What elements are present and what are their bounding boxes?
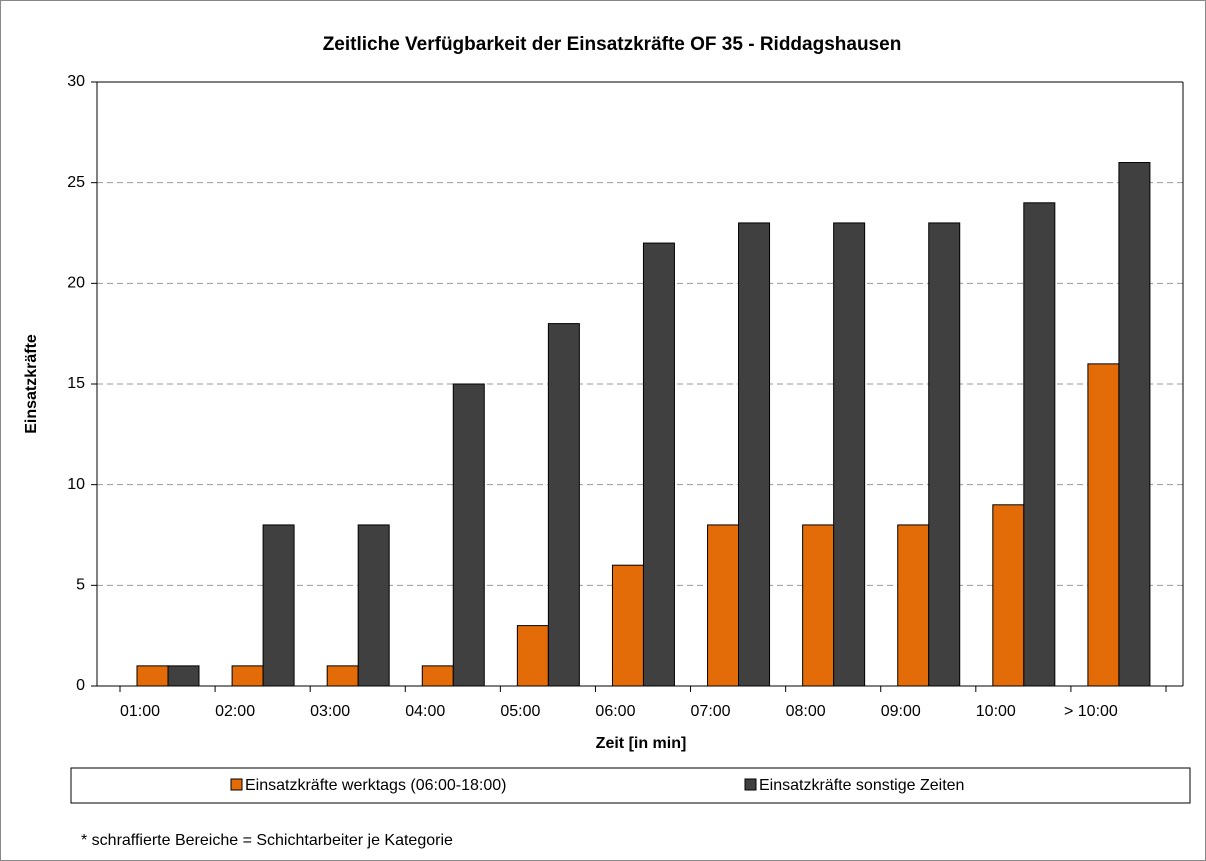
x-tick-label: 04:00: [405, 703, 445, 720]
x-tick-label: > 10:00: [1064, 703, 1118, 720]
bar: [452, 383, 485, 687]
chart-title: Zeitliche Verfügbarkeit der Einsatzkräft…: [323, 34, 902, 55]
bar: [738, 222, 771, 687]
x-tick-label: 07:00: [691, 703, 731, 720]
y-tick-label: 10: [67, 476, 85, 493]
x-tick-label: 02:00: [215, 703, 255, 720]
x-tick-label: 06:00: [595, 703, 635, 720]
bar: [802, 524, 835, 687]
bar: [262, 524, 295, 687]
x-tick-label: 10:00: [976, 703, 1016, 720]
bar: [642, 242, 675, 687]
y-tick-label: 5: [76, 577, 85, 594]
x-axis-label: Zeit [in min]: [596, 735, 687, 752]
y-tick-label: 20: [67, 275, 85, 292]
bar: [992, 504, 1025, 687]
bar: [421, 665, 454, 687]
bar: [326, 665, 359, 687]
bar: [516, 625, 549, 687]
bar: [231, 665, 264, 687]
x-tick-label: 09:00: [881, 703, 921, 720]
legend-label: Einsatzkräfte werktags (06:00-18:00): [245, 777, 506, 794]
y-tick-label: 30: [67, 73, 85, 90]
legend-box: [70, 767, 1191, 804]
y-tick-label: 0: [76, 677, 85, 694]
x-tick-label: 05:00: [500, 703, 540, 720]
bar: [547, 323, 580, 687]
bar: [833, 222, 866, 687]
legend-swatch: [744, 778, 757, 791]
x-tick-label: 03:00: [310, 703, 350, 720]
y-tick-label: 15: [67, 375, 85, 392]
legend-swatch: [230, 778, 243, 791]
footnote: * schraffierte Bereiche = Schichtarbeite…: [81, 832, 453, 849]
x-tick-label: 01:00: [120, 703, 160, 720]
bar: [897, 524, 930, 687]
y-axis-label: Einsatzkräfte: [23, 334, 40, 434]
bar: [928, 222, 961, 687]
bar: [167, 665, 200, 687]
x-tick-label: 08:00: [786, 703, 826, 720]
bar: [1023, 202, 1056, 687]
bar: [707, 524, 740, 687]
bar: [357, 524, 390, 687]
bar: [136, 665, 169, 687]
y-tick-label: 25: [67, 174, 85, 191]
legend-label: Einsatzkräfte sonstige Zeiten: [759, 777, 964, 794]
bar: [1087, 363, 1120, 687]
bar: [1118, 162, 1151, 687]
bar: [611, 564, 644, 687]
